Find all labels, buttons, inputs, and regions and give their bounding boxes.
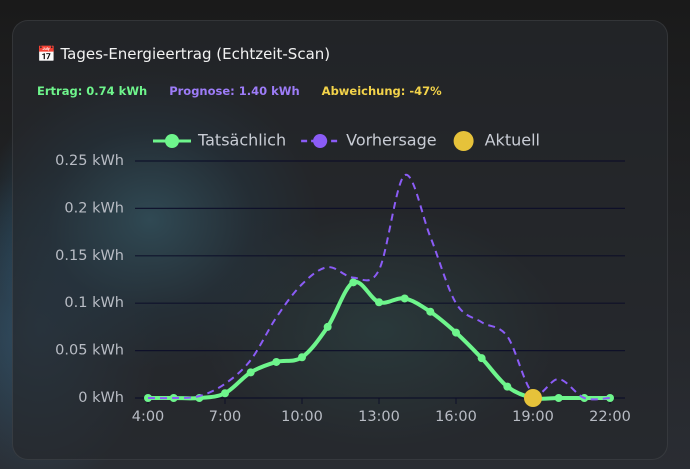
x-tick-label: 16:00	[435, 409, 477, 425]
y-tick-label: 0.2 kWh	[64, 200, 124, 216]
point	[323, 322, 332, 331]
point	[349, 278, 358, 287]
card-title: 📅 Tages-Energieertrag (Echtzeit-Scan)	[37, 45, 330, 63]
title-icon: 📅	[37, 45, 56, 63]
legend-marker	[313, 134, 328, 148]
legend-label: Vorhersage	[346, 131, 437, 150]
legend-label: Aktuell	[485, 131, 540, 150]
stat: Abweichung: -47%	[321, 84, 442, 98]
stat: Ertrag: 0.74 kWh	[37, 84, 148, 98]
point	[400, 294, 409, 303]
title-text: Tages-Energieertrag (Echtzeit-Scan)	[60, 45, 331, 63]
legend-marker	[453, 131, 474, 151]
point	[503, 382, 512, 391]
y-tick-label: 0.15 kWh	[55, 248, 124, 264]
y-tick-label: 0.1 kWh	[64, 295, 124, 311]
x-tick-label: 22:00	[589, 409, 631, 425]
x-tick-label: 7:00	[209, 409, 242, 425]
x-tick-label: 13:00	[358, 409, 400, 425]
legend-label: Tatsächlich	[197, 131, 286, 150]
point	[426, 307, 435, 316]
point	[246, 368, 255, 377]
point	[452, 328, 460, 337]
x-tick-label: 19:00	[512, 409, 554, 425]
current-point	[524, 389, 542, 407]
point	[375, 298, 383, 307]
x-tick-label: 10:00	[281, 409, 323, 425]
point	[221, 389, 229, 398]
legend-marker	[165, 134, 179, 148]
stats: Ertrag: 0.74 kWh Prognose: 1.40 kWh Abweic…	[37, 84, 464, 98]
stat: Prognose: 1.40 kWh	[169, 84, 300, 98]
point	[477, 354, 486, 363]
y-tick-label: 0 kWh	[78, 390, 124, 406]
y-tick-label: 0.25 kWh	[55, 153, 124, 169]
card: 📅 Tages-Energieertrag (Echtzeit-Scan) Er…	[12, 20, 668, 460]
point	[298, 353, 306, 362]
y-tick-label: 0.05 kWh	[55, 343, 124, 359]
x-tick-label: 4:00	[132, 409, 165, 425]
point	[272, 357, 281, 366]
point	[554, 394, 563, 402]
